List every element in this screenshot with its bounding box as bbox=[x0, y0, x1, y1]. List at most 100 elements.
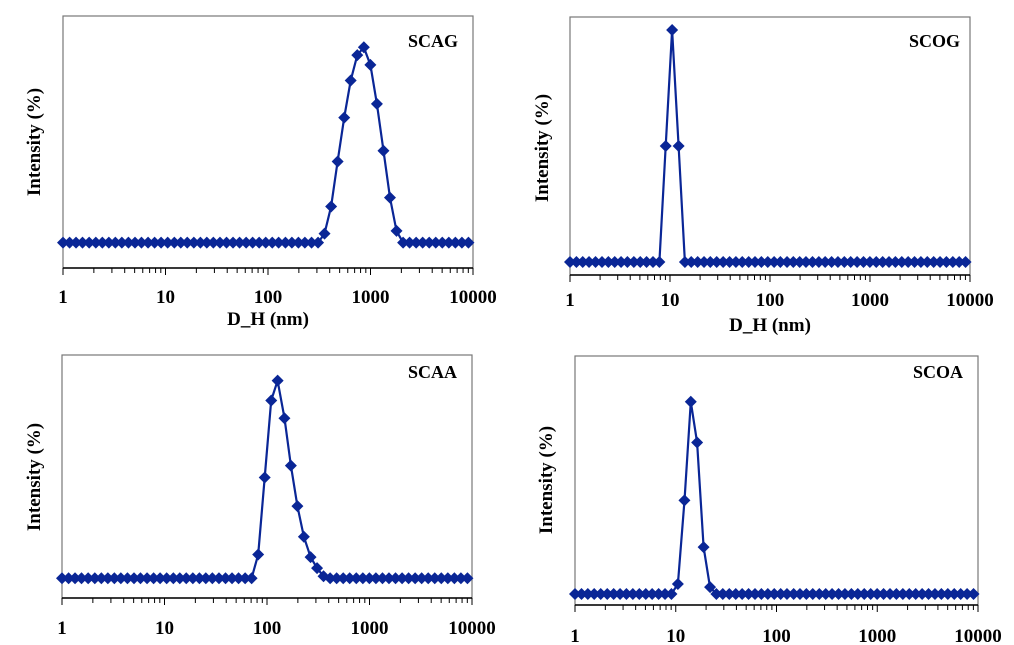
data-point bbox=[435, 572, 448, 585]
data-point bbox=[240, 236, 253, 249]
data-point bbox=[449, 236, 462, 249]
data-point bbox=[755, 588, 768, 601]
data-point bbox=[330, 572, 343, 585]
data-point bbox=[678, 256, 691, 269]
data-point bbox=[122, 236, 135, 249]
data-point bbox=[265, 394, 278, 407]
data-point bbox=[672, 140, 685, 152]
data-point bbox=[134, 572, 147, 585]
data-point bbox=[292, 236, 305, 249]
data-point bbox=[634, 256, 647, 269]
data-point bbox=[207, 236, 220, 249]
data-point bbox=[174, 236, 187, 249]
data-point bbox=[331, 155, 344, 168]
data-point bbox=[851, 588, 864, 601]
y-axis-label: Intensity (%) bbox=[24, 88, 45, 196]
data-point bbox=[213, 236, 226, 249]
data-point bbox=[70, 236, 83, 249]
x-tick-label: 10000 bbox=[954, 626, 1002, 645]
data-point bbox=[684, 395, 697, 408]
data-point bbox=[324, 572, 337, 585]
data-point bbox=[142, 236, 155, 249]
x-axis-label-scag: D_H (nm) bbox=[227, 309, 309, 330]
data-point bbox=[114, 572, 127, 585]
data-point bbox=[698, 256, 711, 269]
data-point bbox=[793, 588, 806, 601]
x-axis-label-scog: D_H (nm) bbox=[729, 315, 811, 336]
data-point bbox=[845, 588, 858, 601]
data-point bbox=[62, 572, 75, 585]
data-point bbox=[806, 256, 819, 269]
data-point bbox=[76, 236, 89, 249]
data-point bbox=[934, 256, 947, 269]
data-point bbox=[382, 572, 395, 585]
data-point bbox=[350, 572, 363, 585]
data-point bbox=[755, 256, 768, 269]
data-point bbox=[101, 572, 114, 585]
data-point bbox=[351, 49, 364, 62]
x-tick-label: 100 bbox=[762, 626, 791, 645]
data-point bbox=[729, 588, 742, 601]
data-point bbox=[187, 236, 200, 249]
data-point bbox=[691, 436, 704, 449]
data-point bbox=[278, 412, 291, 425]
data-point bbox=[781, 256, 794, 269]
data-point bbox=[233, 236, 246, 249]
data-point bbox=[56, 572, 68, 585]
data-point bbox=[297, 530, 310, 543]
data-point bbox=[220, 236, 233, 249]
data-point bbox=[838, 588, 851, 601]
data-point bbox=[102, 236, 115, 249]
data-point bbox=[253, 236, 266, 249]
data-point bbox=[749, 588, 762, 601]
data-point bbox=[704, 256, 717, 269]
data-point bbox=[620, 588, 633, 601]
data-point bbox=[659, 588, 672, 601]
data-point bbox=[607, 588, 620, 601]
data-point bbox=[311, 562, 324, 575]
data-point bbox=[363, 572, 376, 585]
panel-scag: 1 10 100 1000 10000 Intensity (%) SCAG bbox=[24, 15, 497, 308]
data-point bbox=[761, 588, 774, 601]
data-point bbox=[154, 572, 167, 585]
data-point bbox=[723, 256, 736, 269]
x-tick-label: 10000 bbox=[946, 290, 994, 311]
x-tick-label: 1 bbox=[58, 287, 68, 308]
data-point bbox=[167, 572, 180, 585]
data-point bbox=[96, 236, 109, 249]
data-point bbox=[761, 256, 774, 269]
data-point bbox=[356, 572, 369, 585]
data-point bbox=[710, 256, 723, 269]
data-point bbox=[883, 256, 896, 269]
data-point bbox=[338, 111, 351, 124]
data-point bbox=[626, 588, 639, 601]
data-point bbox=[659, 140, 672, 152]
data-point bbox=[768, 256, 781, 269]
data-point bbox=[325, 200, 338, 213]
data-point bbox=[961, 588, 974, 601]
data-point bbox=[127, 572, 140, 585]
data-point bbox=[305, 236, 318, 249]
data-point bbox=[448, 572, 461, 585]
data-point bbox=[819, 588, 832, 601]
data-point bbox=[396, 572, 409, 585]
data-point bbox=[908, 256, 921, 269]
data-point bbox=[415, 572, 428, 585]
data-point bbox=[383, 191, 396, 204]
data-point bbox=[227, 236, 240, 249]
x-tick-label: 10000 bbox=[448, 618, 496, 639]
data-point bbox=[455, 236, 468, 249]
data-point bbox=[787, 256, 800, 269]
data-point bbox=[953, 256, 966, 269]
data-point bbox=[927, 256, 940, 269]
panel-label: SCAA bbox=[408, 362, 457, 382]
data-point bbox=[219, 572, 232, 585]
x-tick-label: 100 bbox=[253, 618, 282, 639]
x-tick-label: 1000 bbox=[352, 287, 390, 308]
data-point bbox=[902, 256, 915, 269]
panel-scaa: 1 10 100 1000 10000 Intensity (%) SCAA bbox=[24, 354, 496, 639]
data-point bbox=[410, 236, 423, 249]
data-point bbox=[864, 588, 877, 601]
data-point bbox=[614, 588, 627, 601]
data-point bbox=[258, 471, 271, 484]
